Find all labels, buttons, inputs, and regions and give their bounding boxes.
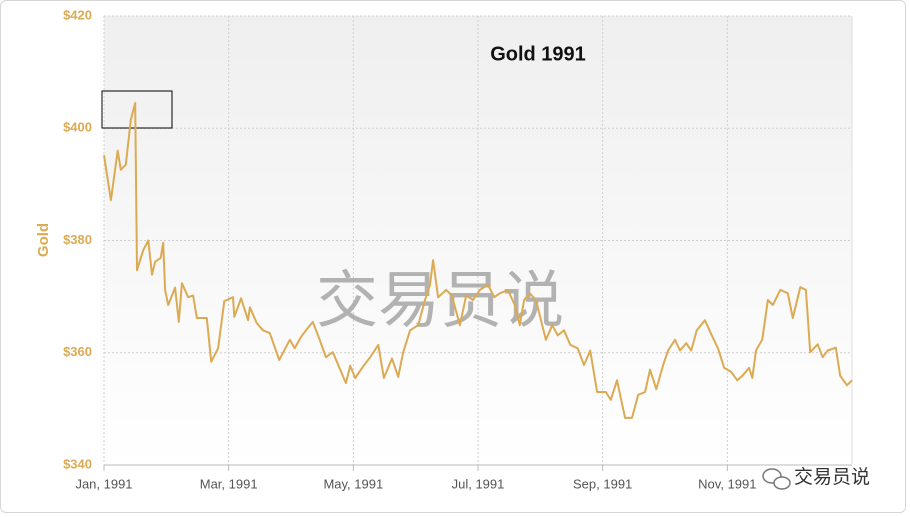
x-tick-label: Mar, 1991 (200, 476, 258, 491)
y-tick-label: $380 (63, 232, 92, 247)
highlight-box (101, 90, 173, 129)
footer-brand: 交易员说 (794, 466, 870, 488)
y-axis-label: Gold (35, 223, 52, 257)
price-line (103, 102, 853, 419)
x-tick-label: Nov, 1991 (698, 476, 756, 491)
wechat-icon (762, 468, 791, 490)
x-tick-label: Sep, 1991 (573, 476, 632, 491)
x-tick-label: Jul, 1991 (452, 476, 505, 491)
y-tick-label: $360 (63, 344, 92, 359)
x-tick-label: Jan, 1991 (75, 476, 132, 491)
x-tick-label: May, 1991 (323, 476, 383, 491)
y-tick-label: $400 (63, 120, 92, 135)
y-tick-label: $420 (63, 7, 92, 22)
chart-title: Gold 1991 (490, 43, 586, 65)
watermark: 交易员说 (316, 266, 564, 335)
y-tick-label: $340 (63, 456, 92, 471)
